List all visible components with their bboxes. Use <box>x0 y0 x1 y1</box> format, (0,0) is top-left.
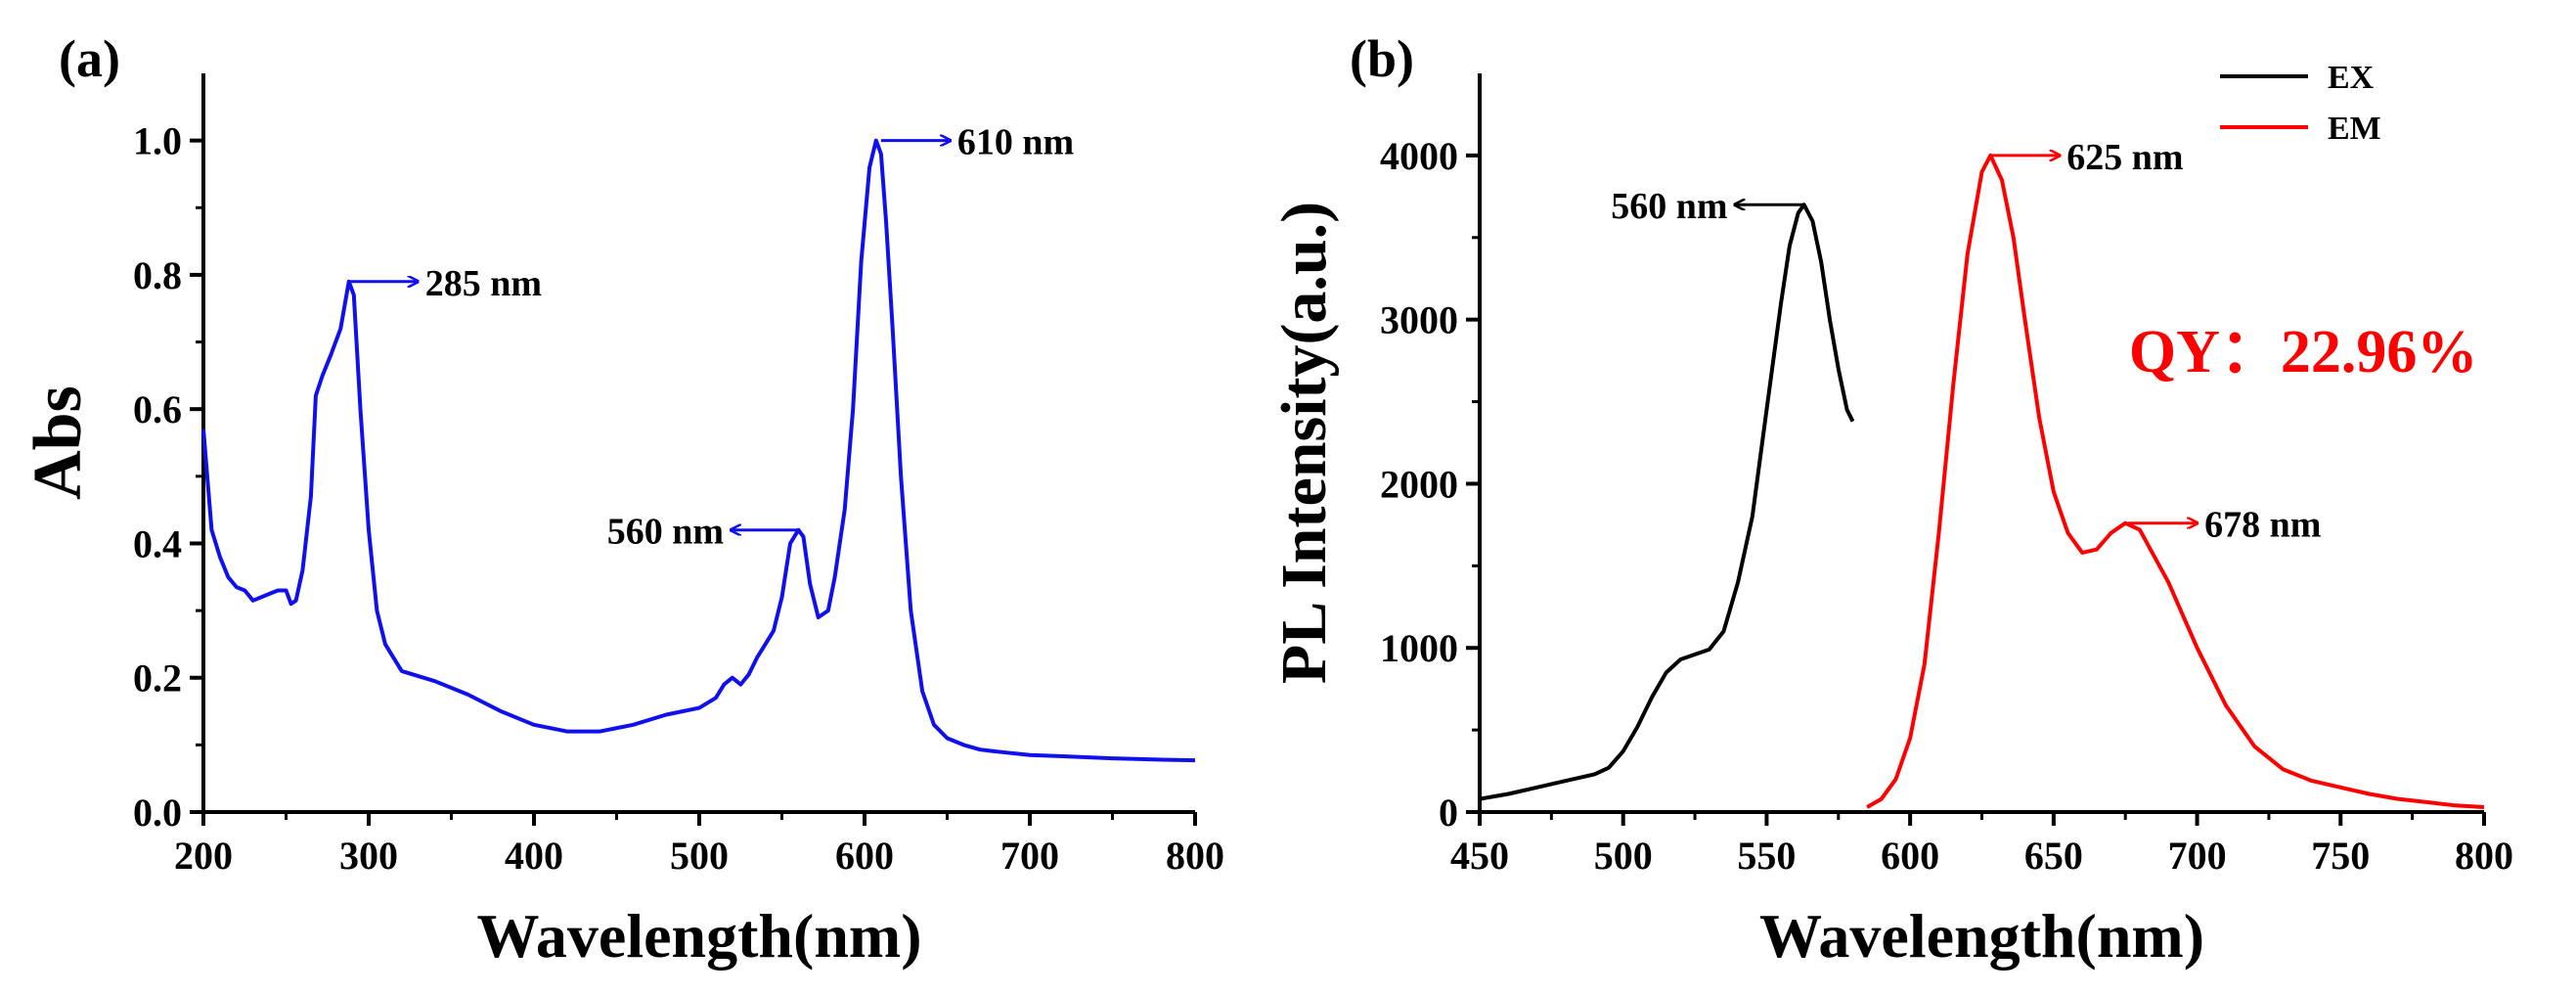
legend-label-ex: EX <box>2328 60 2375 96</box>
x-tick-label: 400 <box>505 834 563 878</box>
y-axis-title: PL Intensity(a.u.) <box>1268 202 1340 684</box>
panel-a: 200 300 400 500 600 700 800 0.0 0.2 0.4 0.6 0.8 1.0 W… <box>21 29 1224 971</box>
x-tick-label: 200 <box>174 834 233 878</box>
annotation-label: 625 nm <box>2066 137 2183 178</box>
y-tick-label: 0.4 <box>133 521 182 565</box>
y-tick-label: 4000 <box>1380 134 1458 178</box>
y-tick-label: 2000 <box>1380 462 1458 506</box>
annotation-label: 610 nm <box>957 122 1074 163</box>
x-tick-label: 700 <box>1000 834 1059 878</box>
x-tick-label: 600 <box>835 834 894 878</box>
y-tick-label: 0.0 <box>133 791 182 835</box>
y-axis-title: Abs <box>21 385 96 500</box>
panel-label: (b) <box>1350 29 1414 88</box>
panel-b: 450 500 550 600 650 700 750 800 0 1000 2000 3000 400… <box>1268 29 2513 971</box>
y-tick-label: 0.2 <box>133 656 182 701</box>
x-tick-label: 450 <box>1450 834 1509 878</box>
annotation-label: 560 nm <box>1611 186 1727 227</box>
x-tick-label: 550 <box>1737 834 1796 878</box>
y-tick-label: 0.6 <box>133 387 182 431</box>
series-line-abs <box>201 138 1196 763</box>
y-tick-label: 3000 <box>1380 298 1458 342</box>
series-line-ex <box>1479 203 1855 801</box>
y-tick-label: 1000 <box>1380 626 1458 670</box>
x-tick-label: 300 <box>339 834 398 878</box>
y-tick-label: 0 <box>1439 791 1458 835</box>
x-tick-label: 500 <box>670 834 729 878</box>
x-tick-label: 700 <box>2168 834 2227 878</box>
x-axis-title: Wavelength(nm) <box>1759 901 2204 971</box>
x-tick-label: 500 <box>1594 834 1653 878</box>
x-tick-label: 750 <box>2311 834 2370 878</box>
x-tick-label: 800 <box>2455 834 2513 878</box>
x-tick-label: 800 <box>1166 834 1224 878</box>
x-axis-title: Wavelength(nm) <box>476 901 921 971</box>
annotation-label: 285 nm <box>425 263 542 304</box>
series-line-em <box>1866 153 2485 809</box>
panel-label: (a) <box>59 29 120 88</box>
quantum-yield-label: QY：22.96% <box>2129 319 2478 385</box>
x-tick-label: 650 <box>2024 834 2083 878</box>
y-tick-label: 0.8 <box>133 253 182 297</box>
annotation-label: 560 nm <box>607 512 724 553</box>
annotation-label: 678 nm <box>2204 505 2321 546</box>
legend-label-em: EM <box>2328 111 2381 147</box>
y-tick-label: 1.0 <box>133 119 182 163</box>
x-tick-label: 600 <box>1881 834 1939 878</box>
